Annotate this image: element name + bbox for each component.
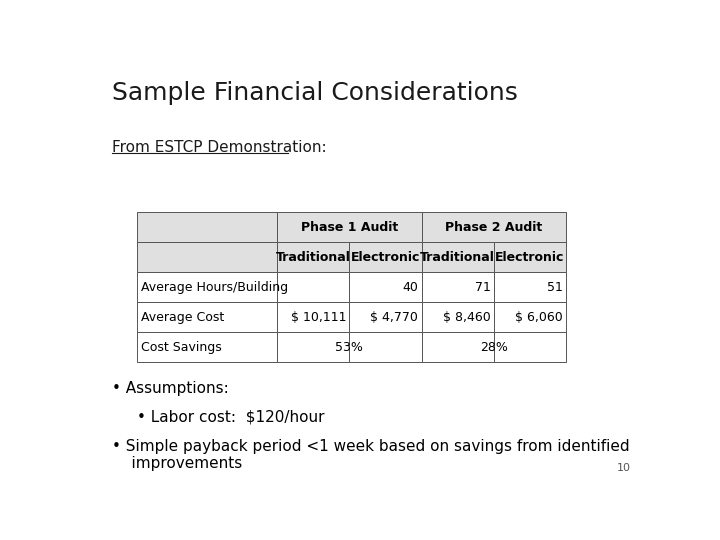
Bar xyxy=(422,242,494,272)
Bar xyxy=(422,332,494,362)
Text: • Labor cost:  $120/hour: • Labor cost: $120/hour xyxy=(138,409,325,424)
Bar xyxy=(422,302,494,332)
Text: 71: 71 xyxy=(474,281,490,294)
Bar xyxy=(138,272,277,302)
Text: Electronic: Electronic xyxy=(495,251,564,264)
Text: $ 8,460: $ 8,460 xyxy=(443,310,490,323)
Bar xyxy=(138,212,277,242)
Text: 40: 40 xyxy=(402,281,418,294)
Text: Average Cost: Average Cost xyxy=(141,310,224,323)
Bar xyxy=(277,272,349,302)
Bar xyxy=(349,272,422,302)
Text: 51: 51 xyxy=(547,281,563,294)
Text: Phase 2 Audit: Phase 2 Audit xyxy=(445,221,542,234)
Bar xyxy=(422,212,566,242)
Bar xyxy=(277,242,349,272)
Bar xyxy=(138,242,277,272)
Text: 28%: 28% xyxy=(480,341,508,354)
Text: Phase 1 Audit: Phase 1 Audit xyxy=(301,221,398,234)
Text: 10: 10 xyxy=(617,463,631,473)
Bar xyxy=(349,332,422,362)
Text: • Assumptions:: • Assumptions: xyxy=(112,381,229,396)
Text: Cost Savings: Cost Savings xyxy=(141,341,222,354)
Bar xyxy=(494,272,566,302)
Bar xyxy=(494,302,566,332)
Text: • Simple payback period <1 week based on savings from identified
    improvement: • Simple payback period <1 week based on… xyxy=(112,439,630,471)
Bar xyxy=(494,332,566,362)
Bar xyxy=(349,302,422,332)
Text: 53%: 53% xyxy=(336,341,364,354)
Bar xyxy=(349,242,422,272)
Text: Traditional: Traditional xyxy=(276,251,351,264)
Text: From ESTCP Demonstration:: From ESTCP Demonstration: xyxy=(112,140,327,154)
Bar xyxy=(138,302,277,332)
Text: Traditional: Traditional xyxy=(420,251,495,264)
Text: Electronic: Electronic xyxy=(351,251,420,264)
Text: $ 10,111: $ 10,111 xyxy=(291,310,346,323)
Bar xyxy=(277,302,349,332)
Bar xyxy=(277,332,349,362)
Text: $ 6,060: $ 6,060 xyxy=(515,310,563,323)
Bar xyxy=(422,272,494,302)
Text: Average Hours/Building: Average Hours/Building xyxy=(141,281,288,294)
Bar xyxy=(494,242,566,272)
Text: Sample Financial Considerations: Sample Financial Considerations xyxy=(112,82,518,105)
Text: $ 4,770: $ 4,770 xyxy=(370,310,418,323)
Bar xyxy=(138,332,277,362)
Bar xyxy=(277,212,422,242)
